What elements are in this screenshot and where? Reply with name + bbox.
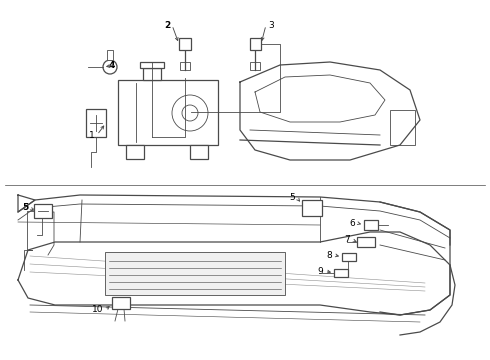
Bar: [118, 80, 218, 145]
Text: 5: 5: [22, 203, 28, 212]
Bar: [179, 38, 191, 50]
Circle shape: [182, 105, 198, 121]
Bar: [334, 269, 348, 277]
Bar: [180, 62, 190, 70]
Text: 9: 9: [317, 266, 323, 275]
Circle shape: [172, 95, 208, 131]
Text: 5: 5: [289, 194, 295, 202]
Bar: [357, 237, 375, 247]
Bar: [34, 204, 52, 218]
Bar: [302, 200, 322, 216]
Text: 4: 4: [109, 60, 115, 69]
Text: 7: 7: [344, 235, 350, 244]
Bar: [143, 68, 161, 80]
Text: 3: 3: [268, 21, 274, 30]
Bar: [250, 38, 261, 50]
Text: 6: 6: [349, 219, 355, 228]
Bar: [342, 253, 356, 261]
Bar: [105, 252, 285, 295]
Circle shape: [103, 60, 117, 74]
Bar: [190, 145, 208, 159]
Bar: [107, 50, 113, 60]
Bar: [86, 109, 106, 137]
Bar: [364, 220, 378, 230]
Bar: [126, 145, 144, 159]
Bar: [112, 297, 130, 309]
Text: 2: 2: [164, 21, 170, 30]
Text: 8: 8: [326, 251, 332, 260]
Polygon shape: [18, 232, 450, 315]
Text: 1: 1: [89, 130, 95, 139]
Bar: [390, 110, 415, 145]
Bar: [250, 62, 260, 70]
Text: 10: 10: [92, 306, 103, 315]
Bar: [140, 62, 164, 68]
